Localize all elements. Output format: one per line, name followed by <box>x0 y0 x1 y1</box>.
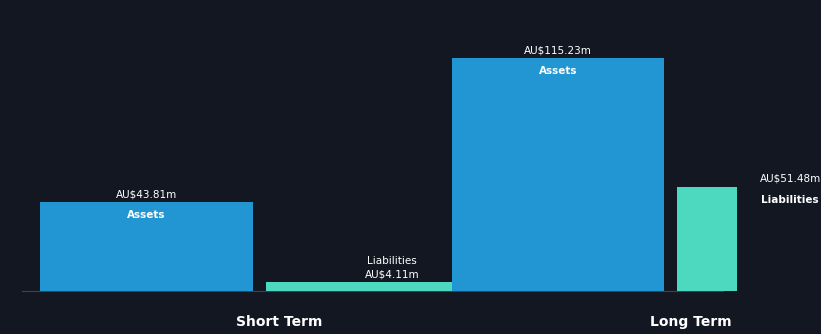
Text: Liabilities: Liabilities <box>761 195 819 205</box>
Text: Assets: Assets <box>539 66 577 76</box>
Text: Long Term: Long Term <box>650 315 732 329</box>
Bar <box>40 202 253 291</box>
Text: Assets: Assets <box>127 210 166 220</box>
Text: AU$4.11m: AU$4.11m <box>365 269 420 279</box>
Bar <box>452 58 664 291</box>
Text: AU$115.23m: AU$115.23m <box>524 45 592 55</box>
Text: Short Term: Short Term <box>236 315 323 329</box>
Bar <box>266 282 518 291</box>
Bar <box>677 187 821 291</box>
Text: AU$43.81m: AU$43.81m <box>116 189 177 199</box>
Text: AU$51.48m: AU$51.48m <box>759 174 821 184</box>
Text: Liabilities: Liabilities <box>367 256 417 266</box>
